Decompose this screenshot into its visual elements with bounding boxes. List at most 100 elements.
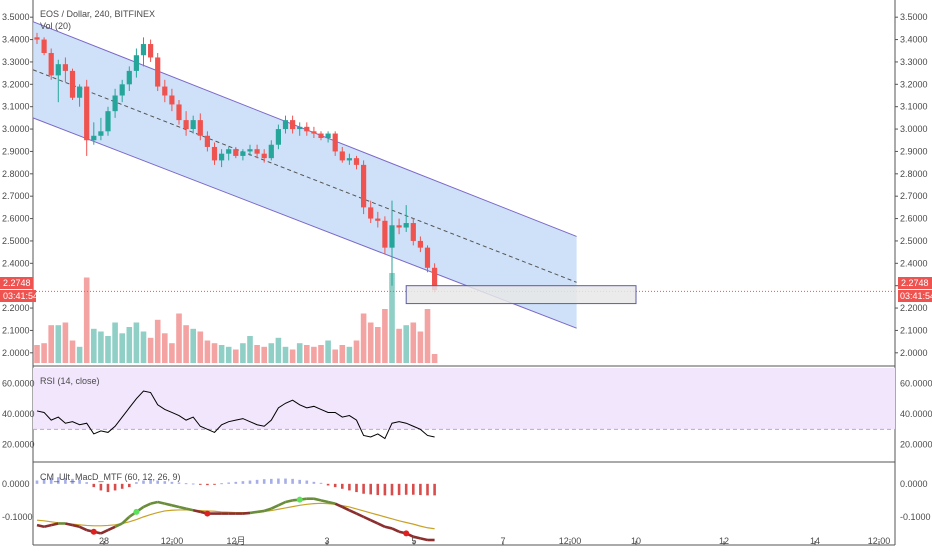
candle-body: [325, 133, 331, 139]
macd-line-segment: [384, 525, 393, 530]
macd-cross-marker: [403, 530, 410, 537]
rsi-tick-label-left: 40.0000: [2, 409, 35, 419]
price-tick-label-right: 2.9000: [900, 146, 928, 156]
volume-bar: [389, 273, 395, 363]
price-tick-label-left: 3.2000: [2, 79, 30, 89]
macd-cross-marker: [133, 508, 140, 515]
volume-bar: [98, 331, 104, 363]
macd-histogram-bar: [369, 483, 372, 495]
macd-histogram-bar: [270, 478, 273, 484]
macd-line-segment: [164, 502, 173, 507]
macd-histogram-bar: [156, 480, 159, 484]
volume-bar: [254, 345, 260, 363]
macd-histogram-bar: [78, 479, 81, 484]
volume-bar: [126, 327, 133, 363]
volume-bar: [83, 277, 90, 363]
price-tick-label-right: 2.4000: [900, 258, 928, 268]
macd-histogram-bar: [99, 483, 103, 491]
macd-line-segment: [363, 515, 372, 522]
candle-body: [332, 133, 338, 152]
candle-body: [190, 120, 196, 130]
candle-body: [346, 158, 352, 161]
volume-bar: [417, 331, 424, 363]
macd-histogram-bar: [170, 481, 174, 484]
candle-body: [112, 95, 118, 112]
macd-line-segment: [256, 509, 265, 514]
rsi-line: [36, 390, 435, 440]
macd-histogram-bar: [206, 483, 209, 486]
volume-bar: [41, 343, 47, 363]
candle-body: [432, 267, 438, 291]
macd-histogram-bar: [390, 483, 394, 496]
volume-bar: [147, 337, 154, 363]
candle-body: [361, 164, 367, 208]
x-tick-label: 12:00: [559, 536, 582, 546]
macd-cross-marker: [90, 528, 97, 535]
macd-histogram-bar: [57, 477, 60, 484]
volume-bar: [403, 325, 409, 363]
macd-histogram-bar: [412, 483, 415, 495]
volume-bar: [275, 337, 282, 363]
candle-body: [290, 120, 296, 130]
macd-histogram-bar: [376, 483, 380, 496]
price-tick-label-left: 2.4000: [2, 258, 30, 268]
volume-bar: [62, 322, 69, 363]
volume-bar: [119, 333, 125, 363]
macd-histogram-bar: [128, 483, 131, 488]
volume-bar: [91, 328, 97, 363]
macd-line-segment: [50, 522, 59, 527]
price-tick-label-left: 3.4000: [2, 35, 30, 45]
macd-line-segment: [320, 499, 329, 504]
macd-histogram-bar: [163, 481, 167, 484]
macd-line-segment: [114, 522, 123, 528]
candle-body: [34, 37, 40, 40]
volume-bar: [282, 346, 289, 363]
candle-body: [140, 44, 147, 56]
macd-histogram-bar: [213, 483, 216, 485]
volume-bar: [140, 331, 147, 363]
volume-bar: [261, 346, 267, 363]
candle-body: [226, 149, 232, 154]
x-tick-label: 10: [631, 536, 641, 546]
volume-bar: [396, 328, 402, 363]
candle-body: [410, 223, 416, 241]
price-tick-label-left: 2.1000: [2, 325, 30, 335]
volume-bar: [34, 345, 40, 363]
candle-body: [197, 120, 203, 136]
macd-cross-marker: [204, 510, 211, 517]
target-zone-box: [405, 285, 637, 305]
macd-signal-line: [36, 502, 435, 530]
macd-tick-label-right: 0.0000: [900, 479, 928, 489]
price-tick-label-left: 2.9000: [2, 146, 30, 156]
volume-bar: [225, 346, 232, 363]
macd-line-segment: [100, 528, 109, 535]
macd-line-segment: [370, 518, 379, 525]
price-tick-label-left: 2.5000: [2, 236, 30, 246]
candle-body: [55, 64, 61, 76]
candle-body: [219, 153, 225, 161]
symbol-title: EOS / Dollar, 240, BITFINEX: [40, 9, 155, 19]
price-tick-label-left: 2.8000: [2, 169, 30, 179]
price-tick-label-right: 3.3000: [900, 57, 928, 67]
macd-histogram-bar: [241, 481, 245, 484]
price-tick-label-right: 2.0000: [900, 348, 928, 358]
candle-body: [240, 151, 246, 156]
volume-legend: Vol (20): [40, 21, 71, 31]
macd-line-segment: [391, 527, 400, 533]
rsi-tick-label-right: 20.0000: [900, 440, 932, 450]
candle-body: [311, 131, 317, 134]
candle-body: [403, 223, 409, 228]
macd-line-segment: [192, 508, 201, 514]
volume-bar: [76, 346, 83, 363]
price-tick-label-left: 3.3000: [2, 57, 30, 67]
rsi-band: [33, 368, 895, 430]
macd-histogram-bar: [404, 483, 408, 495]
macd-histogram-bar: [234, 481, 238, 484]
macd-legend: CM_Ult_MacD_MTF (60, 12, 26, 9): [40, 472, 181, 482]
candle-body: [183, 120, 189, 130]
candle-body: [211, 146, 218, 161]
candle-body: [162, 86, 168, 96]
price-tick-label-left: 3.1000: [2, 102, 30, 112]
price-tick-label-left: 3.5000: [2, 12, 30, 22]
macd-histogram-bar: [106, 483, 110, 493]
